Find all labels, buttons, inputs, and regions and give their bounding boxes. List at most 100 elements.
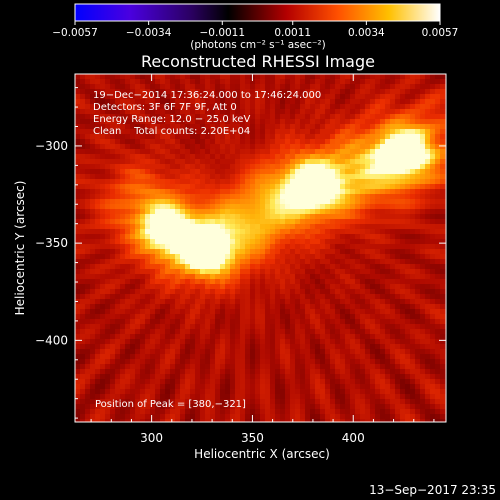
heatmap-cell [315,399,321,405]
heatmap-cell [265,129,271,135]
heatmap-cell [255,399,261,405]
heatmap-cell [130,84,136,90]
heatmap-cell [365,314,371,320]
heatmap-cell [180,164,186,170]
heatmap-cell [185,219,191,225]
heatmap-cell [175,119,181,125]
heatmap-cell [225,164,231,170]
heatmap-cell [145,149,151,155]
heatmap-cell [190,184,196,190]
heatmap-cell [310,289,316,295]
heatmap-cell [140,209,146,215]
heatmap-cell [140,124,146,130]
heatmap-cell [405,164,411,170]
heatmap-cell [80,94,86,100]
heatmap-cell [265,189,271,195]
heatmap-cell [235,244,241,250]
heatmap-cell [110,294,116,300]
heatmap-cell [225,269,231,275]
heatmap-cell [305,189,311,195]
heatmap-cell [195,219,201,225]
heatmap-cell [210,104,216,110]
heatmap-cell [160,94,166,100]
heatmap-cell [270,374,276,380]
heatmap-cell [165,149,171,155]
heatmap-cell [415,269,421,275]
heatmap-cell [335,254,341,260]
heatmap-cell [235,229,241,235]
heatmap-cell [270,369,276,375]
heatmap-cell [265,384,271,390]
heatmap-cell [325,134,331,140]
heatmap-cell [85,259,91,265]
heatmap-cell [215,149,221,155]
heatmap-cell [325,264,331,270]
heatmap-cell [315,264,321,270]
heatmap-cell [345,204,351,210]
heatmap-cell [105,269,111,275]
heatmap-cell [420,349,426,355]
heatmap-cell [215,304,221,310]
heatmap-cell [240,264,246,270]
heatmap-cell [380,384,386,390]
heatmap-cell [225,214,231,220]
heatmap-cell [355,99,361,105]
heatmap-cell [165,379,171,385]
heatmap-cell [350,399,356,405]
heatmap-cell [265,124,271,130]
heatmap-cell [360,339,366,345]
heatmap-cell [150,374,156,380]
heatmap-cell [80,74,86,80]
heatmap-cell [440,164,446,170]
heatmap-cell [395,279,401,285]
heatmap-cell [340,379,346,385]
heatmap-cell [370,344,376,350]
heatmap-cell [210,224,216,230]
heatmap-cell [380,74,386,80]
heatmap-cell [390,334,396,340]
heatmap-cell [125,334,131,340]
heatmap-cell [310,139,316,145]
heatmap-cell [90,404,96,410]
heatmap-cell [150,394,156,400]
heatmap-cell [245,99,251,105]
heatmap-cell [435,134,441,140]
heatmap-cell [355,184,361,190]
heatmap-cell [230,129,236,135]
heatmap-cell [95,374,101,380]
heatmap-cell [275,124,281,130]
heatmap-cell [375,144,381,150]
heatmap-cell [335,154,341,160]
heatmap-cell [130,89,136,95]
heatmap-cell [400,239,406,245]
heatmap-cell [345,279,351,285]
heatmap-cell [220,199,226,205]
heatmap-cell [95,184,101,190]
heatmap-cell [280,264,286,270]
heatmap-cell [100,194,106,200]
heatmap-cell [320,249,326,255]
heatmap-cell [290,254,296,260]
heatmap-cell [415,259,421,265]
heatmap-cell [280,124,286,130]
heatmap-cell [185,259,191,265]
heatmap-cell [325,279,331,285]
heatmap-cell [135,114,141,120]
heatmap-cell [390,269,396,275]
heatmap-cell [325,89,331,95]
heatmap-cell [240,239,246,245]
heatmap-cell [345,139,351,145]
heatmap-cell [215,244,221,250]
heatmap-cell [210,269,216,275]
heatmap-cell [185,294,191,300]
heatmap-cell [280,174,286,180]
heatmap-cell [230,224,236,230]
heatmap-cell [285,104,291,110]
heatmap-cell [295,219,301,225]
heatmap-cell [225,94,231,100]
heatmap-cell [400,79,406,85]
heatmap-cell [440,144,446,150]
heatmap-cell [270,99,276,105]
heatmap-cell [80,194,86,200]
heatmap-cell [440,134,446,140]
